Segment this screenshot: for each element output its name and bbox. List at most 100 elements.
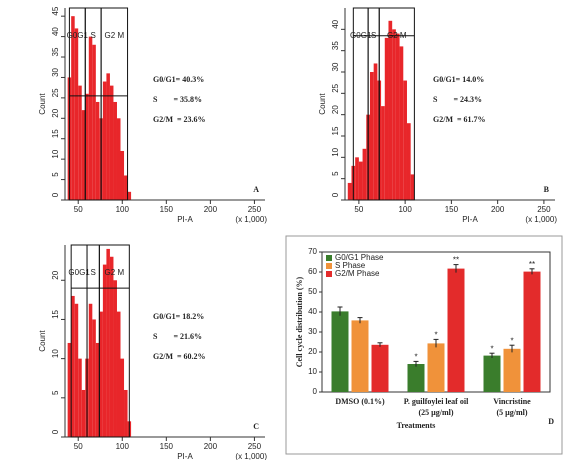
- x-axis-unit: (x 1,000): [235, 452, 267, 460]
- y-tick-label: 15: [51, 129, 60, 138]
- y-tick-label: 0: [313, 387, 318, 396]
- x-tick-label: 50: [74, 205, 83, 214]
- x-tick-label: 50: [74, 442, 83, 451]
- x-tick-label: 100: [398, 205, 412, 214]
- panel-frame: [285, 235, 563, 455]
- significance-mark: *: [414, 353, 417, 362]
- histogram-bar: [81, 110, 86, 200]
- y-tick-label: 10: [308, 367, 317, 376]
- y-tick-label: 15: [51, 309, 60, 318]
- y-tick-label: 45: [51, 6, 60, 15]
- histogram-bar: [102, 81, 107, 200]
- phase-annotation: S = 35.8%: [153, 95, 202, 104]
- y-tick-label: 40: [308, 307, 317, 316]
- phase-annotation: G2/M = 61.7%: [433, 115, 486, 124]
- y-tick-label: 50: [308, 287, 317, 296]
- y-tick-label: 0: [51, 192, 60, 197]
- histogram-bar: [88, 36, 93, 200]
- x-tick-label: Vincristine: [493, 397, 531, 406]
- x-tick-label: DMSO (0.1%): [335, 397, 385, 406]
- histogram-bar: [392, 29, 396, 201]
- gate-label: G2 M: [105, 31, 125, 40]
- histogram-bar: [71, 16, 75, 200]
- legend-swatch: [326, 263, 332, 269]
- histogram-bar: [113, 280, 117, 437]
- histogram-bar: [102, 264, 107, 437]
- x-axis-label: PI-A: [462, 215, 478, 224]
- x-tick-label: 50: [354, 205, 363, 214]
- y-tick-label: 30: [331, 62, 340, 71]
- histogram-bar: [113, 101, 117, 200]
- histogram-bar: [95, 342, 100, 437]
- histogram-bar: [74, 28, 79, 200]
- x-tick-label: P. guilfoylei leaf oil: [404, 397, 469, 406]
- histogram-bar: [399, 46, 404, 201]
- bar: [483, 355, 501, 392]
- histogram-bar: [369, 72, 374, 200]
- histogram-bar: [109, 256, 114, 437]
- gate: [98, 244, 130, 438]
- phase-annotation: S = 24.3%: [433, 95, 482, 104]
- x-tick-label: 150: [160, 205, 174, 214]
- histogram-bar: [381, 106, 385, 200]
- x-axis-label: Treatments: [397, 421, 436, 430]
- histogram-bar: [106, 248, 110, 437]
- x-tick-label: 200: [204, 442, 218, 451]
- histogram-bar: [384, 37, 389, 200]
- phase-annotation: G0/G1= 14.0%: [433, 75, 484, 84]
- panel-label: A: [253, 185, 259, 194]
- histogram-bar: [355, 157, 359, 200]
- panel-label: B: [544, 185, 550, 194]
- y-tick-label: 5: [51, 172, 60, 177]
- y-tick-label: 20: [331, 105, 340, 114]
- histogram-bar: [92, 319, 96, 437]
- histogram-bar: [347, 182, 352, 200]
- y-tick-label: 40: [331, 19, 340, 28]
- bar: [447, 268, 465, 392]
- bar: [407, 364, 425, 392]
- x-tick-label: 250: [248, 205, 262, 214]
- y-tick-label: 10: [331, 147, 340, 156]
- bar: [351, 320, 369, 392]
- gate: [378, 7, 415, 201]
- y-axis-label: Cell cycle distribution (%): [295, 276, 304, 367]
- phase-annotation: G2/M = 60.2%: [153, 352, 206, 361]
- gate-label: S: [91, 268, 96, 277]
- y-tick-label: 40: [51, 27, 60, 36]
- y-tick-label: 10: [51, 349, 60, 358]
- phase-annotation: G2/M = 23.6%: [153, 115, 206, 124]
- histogram-bar: [85, 93, 89, 200]
- histogram-bar: [78, 85, 82, 200]
- histogram-bar: [120, 150, 125, 200]
- gate: [100, 7, 129, 201]
- y-tick-label: 35: [51, 47, 60, 56]
- y-tick-label: 30: [308, 327, 317, 336]
- histogram-bar: [109, 85, 114, 200]
- histogram-bar: [81, 389, 86, 437]
- x-tick-label: 150: [445, 205, 459, 214]
- x-tick-label: 200: [491, 205, 505, 214]
- histogram-bar: [106, 73, 110, 200]
- x-tick-label: 150: [160, 442, 174, 451]
- histogram-bar: [78, 358, 82, 437]
- significance-mark: **: [453, 256, 459, 265]
- x-tick-label: 250: [248, 442, 262, 451]
- gate-label: G0G1: [67, 31, 89, 40]
- legend-swatch: [326, 271, 332, 277]
- y-axis-label: Count: [38, 93, 47, 115]
- histogram-bar: [395, 33, 400, 200]
- histogram-bar: [406, 123, 411, 200]
- significance-mark: *: [510, 336, 513, 345]
- phase-annotation: G0/G1= 18.2%: [153, 312, 204, 321]
- histogram-bar: [403, 80, 407, 200]
- x-tick-label: (25 µg/ml): [418, 408, 453, 417]
- x-tick-label: 200: [204, 205, 218, 214]
- histogram-bar: [373, 63, 378, 200]
- histogram-bar: [124, 389, 128, 437]
- legend-label: G2/M Phase: [335, 269, 380, 278]
- histogram-bar: [71, 295, 75, 437]
- histogram-bar: [358, 161, 363, 200]
- legend-swatch: [326, 255, 332, 261]
- x-tick-label: (5 µg/ml): [496, 408, 527, 417]
